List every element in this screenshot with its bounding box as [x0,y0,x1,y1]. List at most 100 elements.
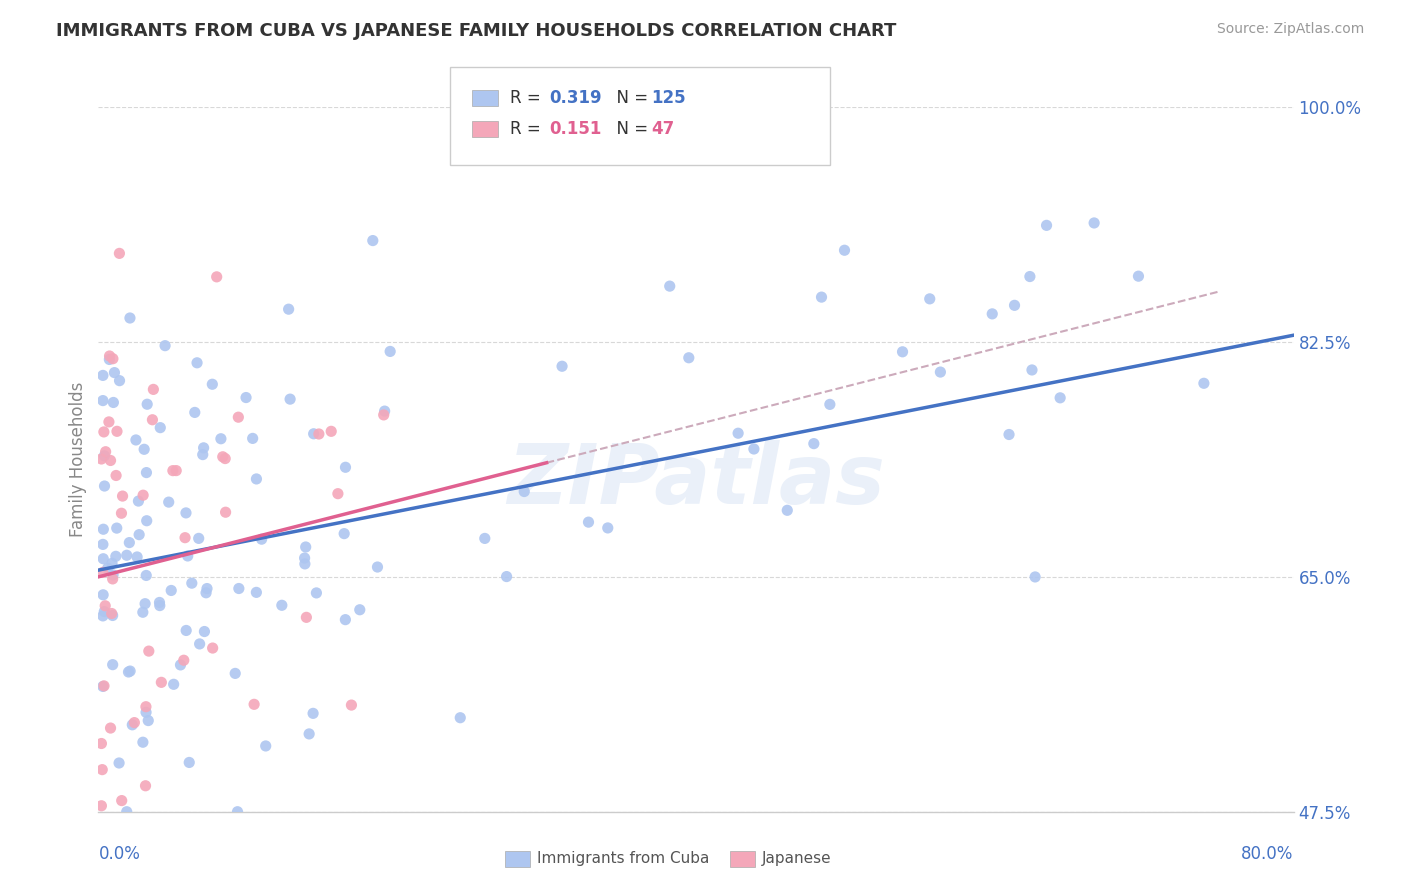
Point [91,537,114,551]
Point [195,586,218,600]
Text: 0.319: 0.319 [550,89,602,107]
Point [101,657,124,672]
Point [326,486,349,500]
Point [111,794,134,808]
Point [149,420,172,434]
Text: IMMIGRANTS FROM CUBA VS JAPANESE FAMILY HOUSEHOLDS CORRELATION CHART: IMMIGRANTS FROM CUBA VS JAPANESE FAMILY … [56,22,897,40]
Point [94,599,117,613]
Point [132,735,155,749]
Point [205,269,228,284]
Point [335,460,357,475]
Point [153,339,176,353]
Point [135,514,157,528]
Point [678,351,700,365]
Point [135,466,157,480]
Text: Japanese: Japanese [762,851,832,865]
Point [108,246,131,260]
Point [191,448,214,462]
Text: 47: 47 [651,120,675,138]
Y-axis label: Family Households: Family Households [69,382,87,537]
Point [361,234,384,248]
Point [277,302,299,317]
Point [742,442,765,456]
Point [136,397,159,411]
Point [162,464,184,478]
Point [127,494,149,508]
Point [93,605,115,619]
Point [124,715,146,730]
Point [305,586,328,600]
Point [132,605,155,619]
Point [165,464,187,478]
Point [998,427,1021,442]
Point [91,608,114,623]
Point [174,531,197,545]
Point [186,356,208,370]
Point [91,680,114,694]
Point [117,665,139,679]
Point [90,737,112,751]
Point [180,576,202,591]
Point [235,391,257,405]
Point [294,557,316,571]
Point [173,653,195,667]
Point [115,805,138,819]
Point [91,763,114,777]
Text: R =: R = [510,89,547,107]
Point [294,540,316,554]
Point [1024,570,1046,584]
Point [101,567,124,582]
Point [211,450,233,464]
Point [118,311,141,326]
Point [245,585,267,599]
Point [101,572,124,586]
Point [100,721,122,735]
Point [242,431,264,445]
Point [136,714,159,728]
Point [135,779,157,793]
Point [174,624,197,638]
Point [658,279,681,293]
Point [91,393,114,408]
Point [149,599,172,613]
Point [184,405,207,419]
Point [981,307,1004,321]
Point [201,641,224,656]
Point [188,637,211,651]
Point [104,549,127,564]
Point [810,290,832,304]
Point [111,489,134,503]
Point [228,582,250,596]
Point [449,711,471,725]
Point [93,479,115,493]
Point [340,698,363,712]
Point [1049,391,1071,405]
Point [135,706,157,720]
Point [373,408,395,422]
Point [187,532,209,546]
Point [105,468,128,483]
Point [94,444,117,458]
Point [169,657,191,672]
Point [105,521,128,535]
Point [1035,219,1057,233]
Point [91,522,114,536]
Point [134,597,156,611]
Text: Immigrants from Cuba: Immigrants from Cuba [537,851,710,865]
Point [250,532,273,546]
Point [93,679,115,693]
Point [209,432,232,446]
Point [157,495,180,509]
Text: 80.0%: 80.0% [1241,846,1294,863]
Text: R =: R = [510,120,547,138]
Point [378,344,401,359]
Point [132,488,155,502]
Point [103,395,125,409]
Point [295,610,318,624]
Point [321,425,343,439]
Point [125,433,148,447]
Point [138,644,160,658]
Point [929,365,952,379]
Point [105,425,128,439]
Point [193,441,215,455]
